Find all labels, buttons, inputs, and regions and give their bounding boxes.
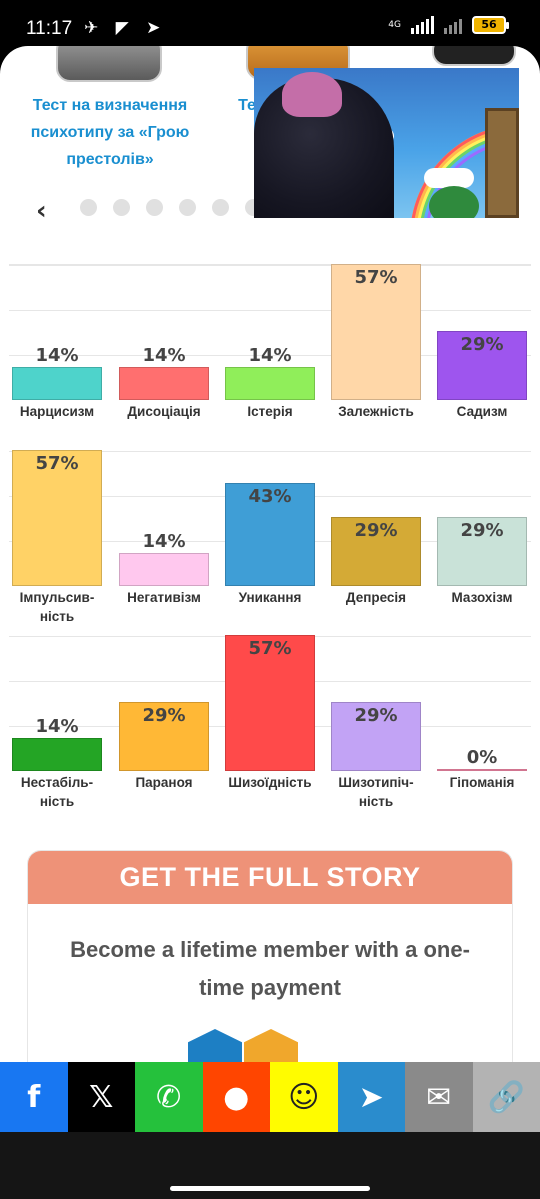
chart-category-label: Депресія <box>345 590 407 605</box>
chart-category-label: Шизотипіч-ність <box>338 775 414 809</box>
chart-bar <box>12 450 102 586</box>
chart-value-label: 57% <box>354 267 398 288</box>
tree-art <box>429 186 479 218</box>
chart-value-label: 0% <box>466 747 498 768</box>
chart-gridline <box>9 265 531 266</box>
chart-category-label: Садизм <box>456 404 508 419</box>
chart-value-label: 29% <box>354 704 398 726</box>
carousel-dot[interactable] <box>80 199 97 216</box>
chart-bar <box>225 635 315 771</box>
chart-bar <box>437 330 527 400</box>
status-bar: 11:17 ✈ ◤ ➤ 4G 56 <box>0 0 540 52</box>
chart-bar <box>119 366 209 400</box>
chart-bar <box>119 552 209 586</box>
chart-bar <box>12 366 102 400</box>
signal-icon <box>411 16 434 34</box>
chart-bar <box>12 737 102 771</box>
carousel-dot[interactable] <box>212 199 229 216</box>
chart-category-label: Імпульсив-ність <box>19 590 95 624</box>
chart-category-label: Істерія <box>247 404 293 419</box>
chart-bar <box>331 701 421 771</box>
chart-category-label: Залежність <box>338 404 414 419</box>
chart-gridline <box>9 451 531 452</box>
chart-value-label: 14% <box>142 344 186 366</box>
chart-bar <box>437 516 527 586</box>
promo-text: Become a lifetime member with a one-time… <box>70 937 470 1000</box>
chart-value-label: 29% <box>460 519 504 541</box>
chart-value-label: 14% <box>35 344 79 366</box>
character-hair-art <box>282 72 342 117</box>
chart-gridline <box>9 355 531 356</box>
signal-2-icon <box>444 16 462 34</box>
chart-value-label: 14% <box>35 715 79 737</box>
quiz-title-got[interactable]: Тест на визначення психотипу за «Грою пр… <box>30 97 190 168</box>
chart-value-label: 57% <box>35 453 79 474</box>
badge-icon-blue <box>188 1029 242 1062</box>
email-share-button[interactable]: ✉ <box>405 1062 473 1132</box>
share-bar: f 𝕏 ✆ ● ☺ ➤ ✉ 🔗 <box>0 1062 540 1132</box>
quiz-thumbnail-3[interactable] <box>432 46 516 66</box>
membership-promo-card: GET THE FULL STORY Become a lifetime mem… <box>27 850 513 1062</box>
email-share-icon: ✉ <box>426 1079 452 1115</box>
x-share-icon: 𝕏 <box>89 1079 114 1115</box>
chart-category-label: Дисоціація <box>127 404 201 419</box>
chart-value-label: 14% <box>142 530 186 552</box>
snapchat-share-button[interactable]: ☺ <box>270 1062 338 1132</box>
snapchat-share-icon: ☺ <box>288 1079 320 1115</box>
quiz-title-2[interactable]: Те <box>238 97 256 114</box>
facebook-share-button[interactable]: f <box>0 1062 68 1132</box>
divider <box>9 264 531 265</box>
clock: 11:17 <box>26 18 73 39</box>
web-page: Тест на визначення психотипу за «Грою пр… <box>0 46 540 1062</box>
home-gesture-handle[interactable] <box>170 1186 370 1191</box>
chart-bar <box>437 769 527 771</box>
promo-header: GET THE FULL STORY <box>28 851 512 904</box>
carousel-dot[interactable] <box>146 199 163 216</box>
chart-value-label: 29% <box>142 704 186 726</box>
whatsapp-share-icon: ✆ <box>156 1079 182 1115</box>
chart-category-label: Нарцисизм <box>19 404 95 419</box>
notification-icons: ✈ ◤ ➤ <box>84 18 167 38</box>
network-type: 4G <box>388 19 401 30</box>
chart-category-label: Негативізм <box>127 590 201 605</box>
system-navigation-bar <box>0 1132 540 1199</box>
badge-icon-gold <box>244 1029 298 1062</box>
telegram-share-button[interactable]: ➤ <box>337 1062 405 1132</box>
chart-category-label: Параноя <box>135 775 193 790</box>
chart-value-label: 57% <box>248 638 292 659</box>
chart-bar <box>119 701 209 771</box>
telegram-share-icon: ➤ <box>358 1079 384 1115</box>
reddit-share-button[interactable]: ● <box>202 1062 270 1132</box>
copy-link-button[interactable]: 🔗 <box>472 1062 540 1132</box>
chart-category-label: Шизоїдність <box>228 775 312 790</box>
x-share-button[interactable]: 𝕏 <box>67 1062 135 1132</box>
reddit-share-icon: ● <box>223 1079 250 1115</box>
facebook-share-icon: f <box>27 1079 41 1115</box>
chart-gridline <box>9 310 531 311</box>
battery-icon: 56 <box>472 16 509 34</box>
carousel-prev-icon[interactable]: ‹ <box>36 196 47 226</box>
whatsapp-share-button[interactable]: ✆ <box>135 1062 203 1132</box>
chart-category-label: Нестабіль-ність <box>20 775 94 809</box>
chart-category-label: Мазохізм <box>451 590 513 605</box>
copy-link-icon: 🔗 <box>487 1079 525 1115</box>
carousel-dot[interactable] <box>179 199 196 216</box>
building-art <box>485 108 519 218</box>
chart-value-label: 29% <box>354 519 398 541</box>
chart-bar <box>225 483 315 586</box>
chart-category-label: Гіпоманія <box>449 775 515 790</box>
carousel-dot[interactable] <box>113 199 130 216</box>
chart-bar <box>331 516 421 586</box>
floating-video-player[interactable] <box>254 68 519 218</box>
cloud-art <box>424 168 474 188</box>
chart-value-label: 43% <box>248 486 292 508</box>
system-icons: 4G 56 <box>388 16 509 34</box>
chart-value-label: 14% <box>248 344 292 366</box>
chart-category-label: Уникання <box>238 590 302 605</box>
chart-bar <box>331 264 421 400</box>
chart-bar <box>225 366 315 400</box>
quiz-thumbnail-got[interactable] <box>56 46 162 82</box>
chart-value-label: 29% <box>460 333 504 355</box>
